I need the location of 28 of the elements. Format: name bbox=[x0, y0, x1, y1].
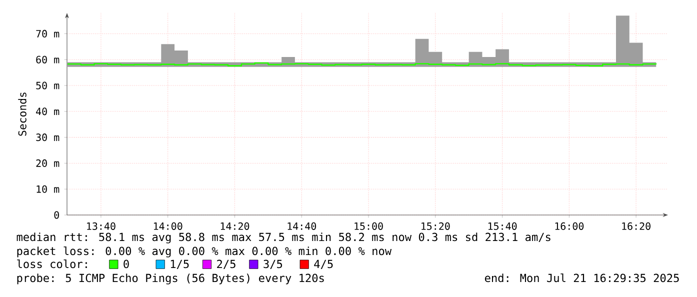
text: median rtt: 58.1 ms avg 58.8 ms max 57.5 ms min 58.2 ms now 0.3 ms sd 213.1 am/s bbox=[16, 232, 550, 244]
x-tick-label: 14:40 bbox=[288, 222, 316, 230]
legend-label: 0 bbox=[124, 260, 129, 268]
x-tick-label: 16:20 bbox=[622, 222, 650, 230]
x-tick-label: 15:00 bbox=[354, 222, 383, 230]
text: packet loss: 0.00 % avg 0.00 % max 0.00 % min 0.00 % now bbox=[17, 246, 392, 258]
y-tick-label: 0 bbox=[54, 211, 59, 219]
x-tick-label: 15:40 bbox=[488, 222, 517, 230]
legend-title: loss color: bbox=[17, 260, 87, 268]
y-tick-label: 50 m bbox=[36, 82, 60, 90]
x-tick-label: 14:00 bbox=[154, 222, 182, 230]
legend-label: 2/5 bbox=[217, 260, 236, 270]
y-axis-title: Seconds bbox=[18, 92, 26, 136]
x-tick-label: 15:20 bbox=[422, 222, 450, 230]
y-tick-label: 60 m bbox=[36, 56, 60, 64]
y-tick-label: 70 m bbox=[36, 30, 60, 38]
legend-label: 4/5 bbox=[314, 260, 333, 270]
y-tick-label: 10 m bbox=[36, 185, 60, 193]
y-tick-label: 20 m bbox=[36, 159, 60, 167]
y-tick-label: 30 m bbox=[36, 134, 60, 142]
text: probe: 5 ICMP Echo Pings (56 Bytes) every 120s bbox=[17, 274, 324, 284]
legend-label: 3/5 bbox=[264, 260, 282, 270]
x-tick-label: 14:20 bbox=[220, 222, 250, 230]
x-tick-label: 13:40 bbox=[87, 222, 116, 230]
y-tick-label: 40 m bbox=[36, 108, 60, 116]
legend-label: 1/5 bbox=[170, 260, 189, 270]
text: end: Mon Jul 21 16:29:35 2025 bbox=[484, 274, 679, 282]
x-tick-label: 16:00 bbox=[555, 222, 584, 230]
